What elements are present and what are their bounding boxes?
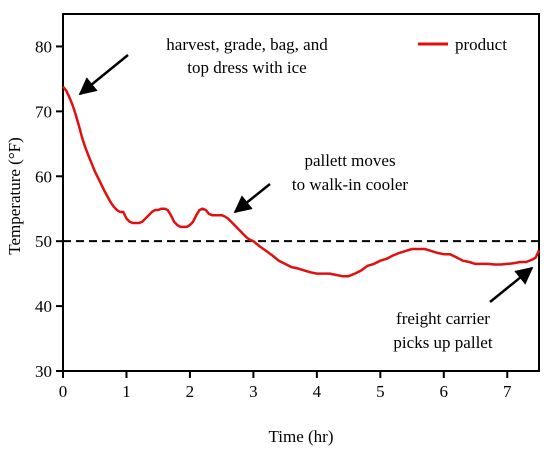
annotation-harvest-line-2: top dress with ice — [187, 58, 306, 77]
annotation-pallet-moves-arrow — [233, 183, 271, 214]
x-axis-label: Time (hr) — [268, 427, 333, 446]
y-axis-label: Temperature (°F) — [5, 137, 24, 254]
y-tick-label: 80 — [35, 37, 52, 56]
annotation-pallet-moves: pallett moves to walk-in cooler — [233, 151, 408, 214]
annotation-freight: freight carrier picks up pallet — [393, 266, 534, 352]
annotation-harvest-line-1: harvest, grade, bag, and — [166, 35, 328, 54]
annotation-harvest-arrow — [78, 54, 129, 96]
x-tick-label: 1 — [122, 382, 131, 401]
x-tick-label: 4 — [313, 382, 322, 401]
x-tick-label: 2 — [186, 382, 195, 401]
y-tick-label: 70 — [35, 102, 52, 121]
x-tick-label: 6 — [440, 382, 449, 401]
x-tick-label: 0 — [59, 382, 68, 401]
y-tick-label: 30 — [35, 362, 52, 381]
y-tick-label: 40 — [35, 297, 52, 316]
x-axis-ticks: 0 1 2 3 4 5 6 7 — [59, 371, 512, 401]
y-axis-ticks: 30 40 50 60 70 80 — [35, 37, 63, 381]
annotation-pallet-moves-line-1: pallett moves — [304, 151, 395, 170]
plot-frame — [62, 13, 540, 372]
annotation-pallet-moves-line-2: to walk-in cooler — [292, 175, 408, 194]
y-tick-label: 60 — [35, 167, 52, 186]
y-tick-label: 50 — [35, 232, 52, 251]
annotation-harvest: harvest, grade, bag, and top dress with … — [78, 35, 328, 96]
product-series-line — [62, 85, 541, 278]
legend-label-product: product — [455, 35, 507, 54]
annotation-freight-arrow — [489, 266, 534, 303]
annotation-freight-line-1: freight carrier — [396, 309, 490, 328]
x-tick-label: 7 — [503, 382, 512, 401]
x-tick-label: 5 — [376, 382, 385, 401]
legend: product — [418, 35, 507, 54]
annotation-freight-line-2: picks up pallet — [393, 333, 492, 352]
x-tick-label: 3 — [249, 382, 258, 401]
